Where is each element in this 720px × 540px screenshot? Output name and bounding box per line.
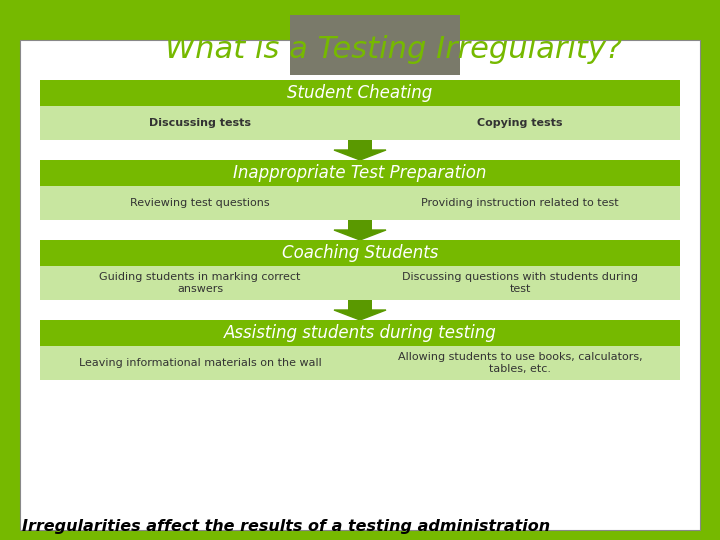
Text: Coaching Students: Coaching Students	[282, 244, 438, 262]
Text: Discussing tests: Discussing tests	[149, 118, 251, 128]
Text: Assisting students during testing: Assisting students during testing	[224, 324, 496, 342]
FancyBboxPatch shape	[40, 160, 680, 186]
FancyBboxPatch shape	[348, 300, 372, 310]
Text: Inappropriate Test Preparation: Inappropriate Test Preparation	[233, 164, 487, 182]
Polygon shape	[334, 230, 386, 240]
Text: Providing instruction related to test: Providing instruction related to test	[421, 198, 618, 208]
Text: Guiding students in marking correct
answers: Guiding students in marking correct answ…	[99, 272, 301, 294]
Text: Student Cheating: Student Cheating	[287, 84, 433, 102]
FancyBboxPatch shape	[40, 266, 680, 300]
Text: Reviewing test questions: Reviewing test questions	[130, 198, 270, 208]
Text: Discussing questions with students during
test: Discussing questions with students durin…	[402, 272, 638, 294]
Text: Irregularities affect the results of a testing administration: Irregularities affect the results of a t…	[22, 519, 550, 534]
FancyBboxPatch shape	[40, 320, 680, 346]
FancyBboxPatch shape	[40, 186, 680, 220]
FancyBboxPatch shape	[290, 15, 460, 75]
Polygon shape	[334, 150, 386, 160]
Text: Allowing students to use books, calculators,
tables, etc.: Allowing students to use books, calculat…	[397, 352, 642, 374]
FancyBboxPatch shape	[40, 240, 680, 266]
FancyBboxPatch shape	[348, 140, 372, 150]
FancyBboxPatch shape	[40, 346, 680, 380]
FancyBboxPatch shape	[348, 220, 372, 230]
Polygon shape	[334, 310, 386, 320]
Text: Copying tests: Copying tests	[477, 118, 563, 128]
FancyBboxPatch shape	[40, 80, 680, 106]
Text: What is a Testing Irregularity?: What is a Testing Irregularity?	[165, 36, 622, 64]
Text: Leaving informational materials on the wall: Leaving informational materials on the w…	[78, 358, 321, 368]
FancyBboxPatch shape	[40, 106, 680, 140]
FancyBboxPatch shape	[20, 40, 700, 530]
